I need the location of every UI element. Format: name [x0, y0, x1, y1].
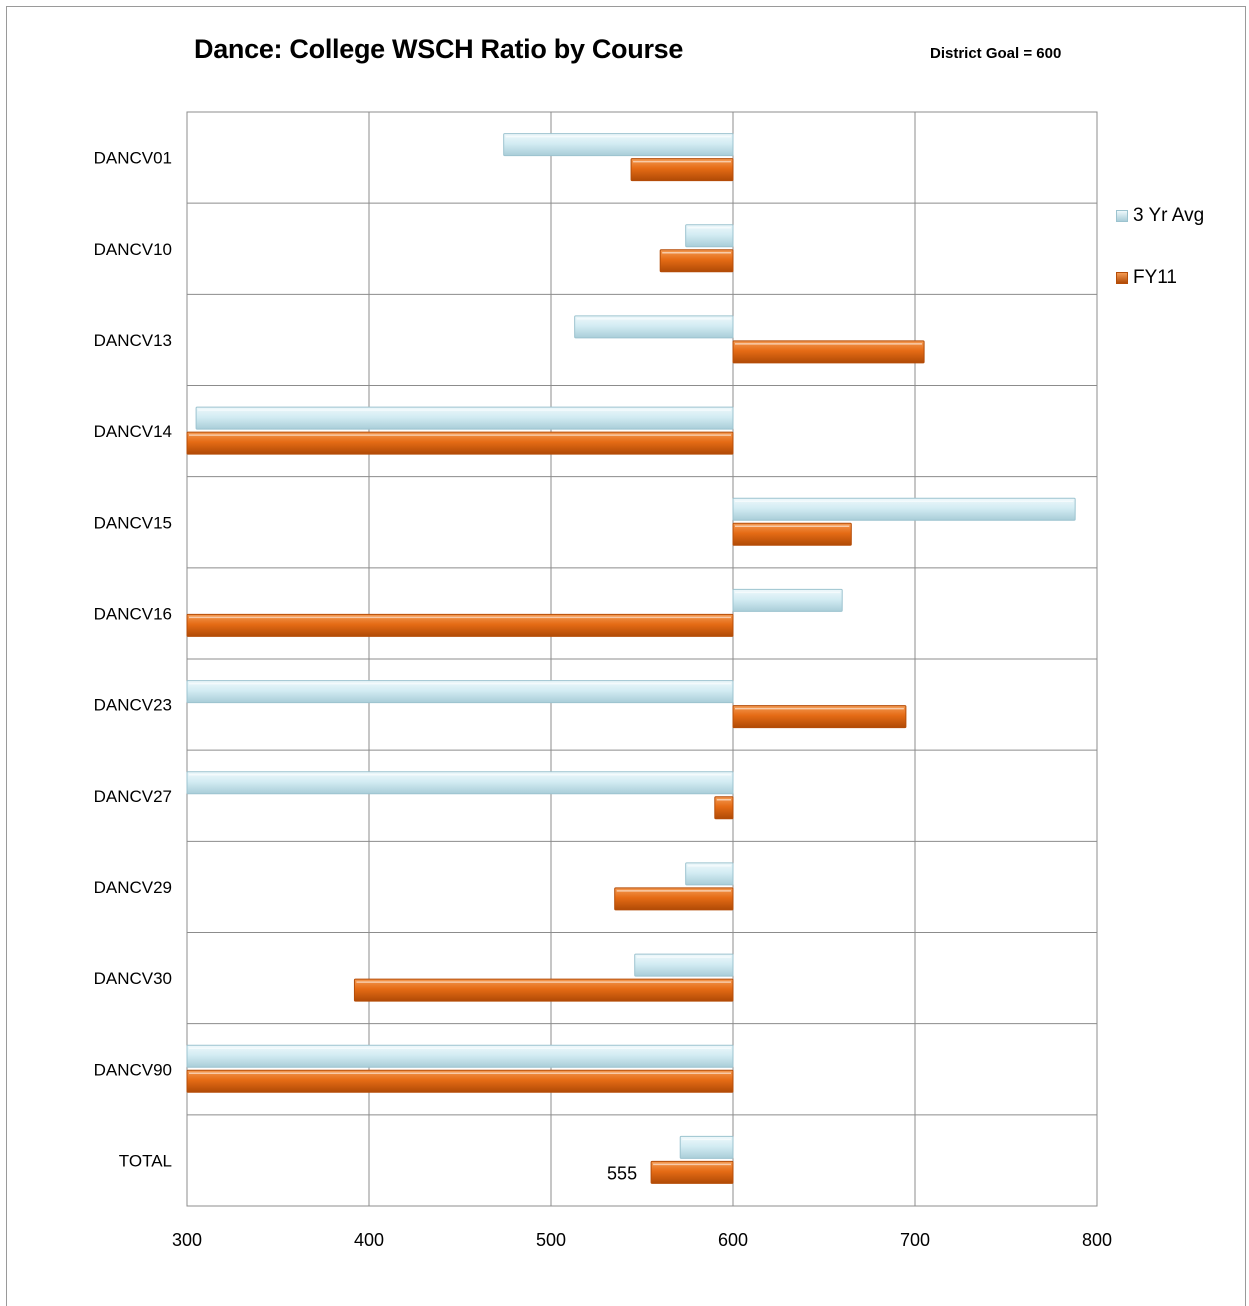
- bar-fy11-dancv15: [732, 522, 852, 546]
- y-tick-label: DANCV10: [94, 240, 172, 259]
- y-tick-label: DANCV29: [94, 878, 172, 897]
- bar-3yr-avg-dancv14: [195, 406, 734, 430]
- y-tick-label: DANCV27: [94, 787, 172, 806]
- x-tick-label: 700: [900, 1230, 930, 1250]
- bar-fy11-dancv30: [353, 978, 734, 1002]
- y-tick-label: DANCV14: [94, 422, 172, 441]
- x-tick-label: 800: [1082, 1230, 1112, 1250]
- y-tick-label: DANCV15: [94, 513, 172, 532]
- data-label-total: 555: [607, 1163, 637, 1183]
- legend-swatch-fy11: [1116, 272, 1128, 284]
- bar-fy11-dancv23: [732, 705, 907, 729]
- x-tick-label: 500: [536, 1230, 566, 1250]
- bar-fy11-dancv13: [732, 340, 925, 364]
- bar-fy11-dancv29: [614, 887, 734, 911]
- y-tick-label: DANCV16: [94, 604, 172, 623]
- y-tick-label: DANCV01: [94, 149, 172, 168]
- bar-3yr-avg-dancv27: [186, 771, 734, 795]
- bar-fy11-total: [650, 1160, 734, 1184]
- y-tick-label: TOTAL: [119, 1151, 172, 1170]
- bar-3yr-avg-dancv10: [685, 224, 734, 248]
- x-tick-label: 400: [354, 1230, 384, 1250]
- y-tick-label: DANCV90: [94, 1060, 172, 1079]
- district-goal-note: District Goal = 600: [930, 45, 1062, 62]
- bar-3yr-avg-dancv23: [186, 680, 734, 704]
- legend-label-3yr-avg: 3 Yr Avg: [1133, 205, 1205, 226]
- x-tick-label: 300: [172, 1230, 202, 1250]
- bar-3yr-avg-dancv01: [503, 133, 734, 157]
- legend-item-3yr-avg: 3 Yr Avg: [1116, 205, 1204, 227]
- bar-fy11-dancv01: [630, 158, 734, 182]
- chart-title: Dance: College WSCH Ratio by Course: [194, 34, 684, 64]
- legend-item-fy11: FY11: [1116, 267, 1177, 289]
- bar-3yr-avg-dancv30: [634, 953, 734, 977]
- legend-label-fy11: FY11: [1133, 267, 1178, 288]
- y-tick-label: DANCV23: [94, 696, 172, 715]
- bar-fy11-dancv90: [186, 1069, 734, 1093]
- bar-fy11-dancv14: [186, 431, 734, 455]
- bar-3yr-avg-total: [679, 1135, 734, 1159]
- y-tick-label: DANCV13: [94, 331, 172, 350]
- y-tick-label: DANCV30: [94, 969, 172, 988]
- bar-fy11-dancv16: [186, 613, 734, 637]
- bar-3yr-avg-dancv90: [186, 1044, 734, 1068]
- bar-3yr-avg-dancv13: [574, 315, 734, 339]
- x-tick-label: 600: [718, 1230, 748, 1250]
- bar-3yr-avg-dancv16: [732, 588, 843, 612]
- bar-3yr-avg-dancv29: [685, 862, 734, 886]
- legend-swatch-3yr-avg: [1116, 210, 1128, 222]
- bar-fy11-dancv27: [714, 796, 734, 820]
- bar-fy11-dancv10: [659, 249, 734, 273]
- bar-3yr-avg-dancv15: [732, 497, 1076, 521]
